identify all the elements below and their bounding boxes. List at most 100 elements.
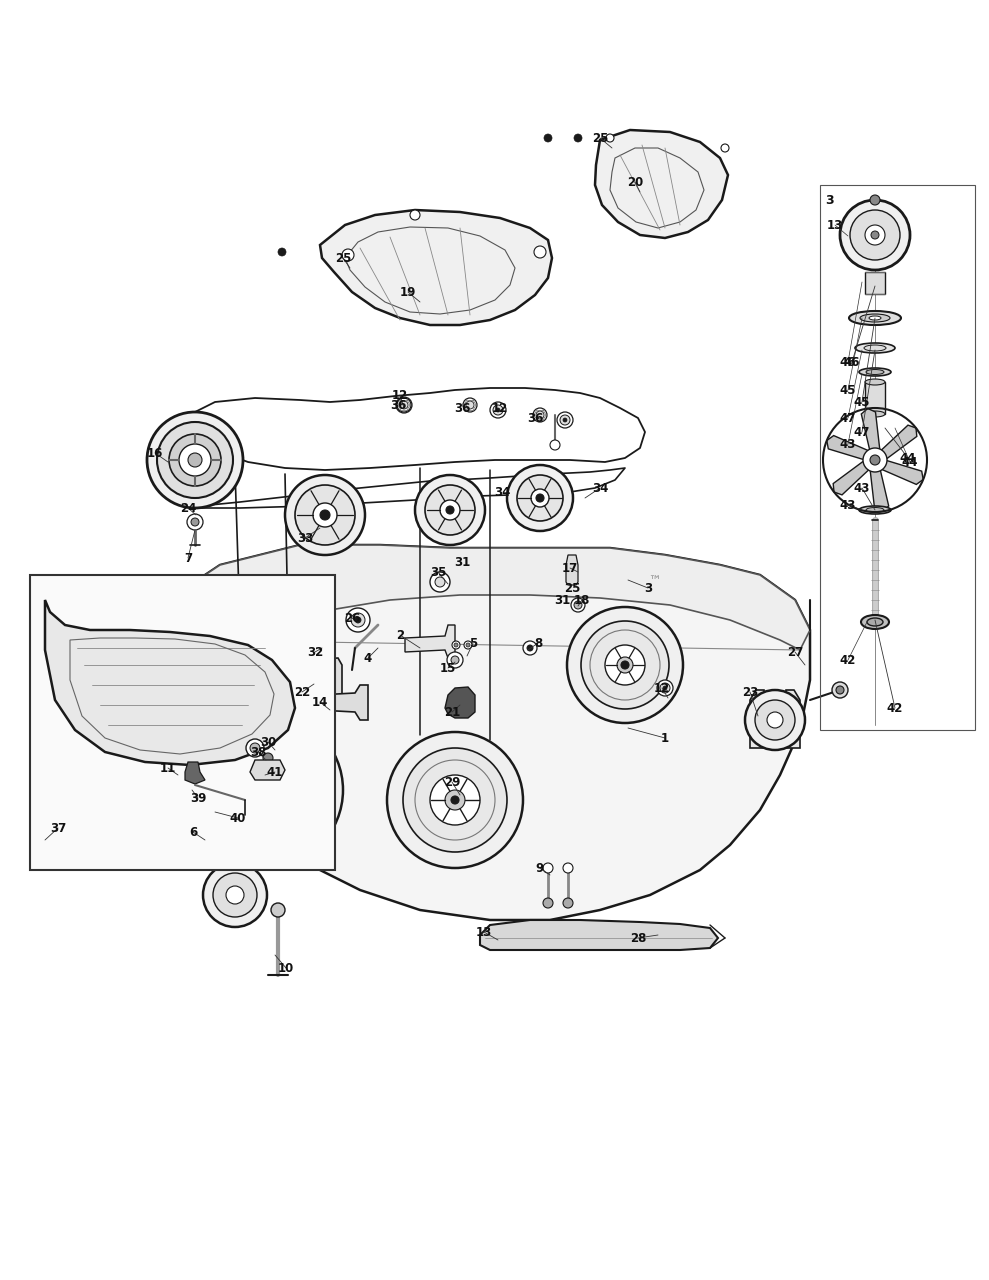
- Text: 26: 26: [344, 612, 360, 625]
- Text: 3: 3: [644, 581, 652, 594]
- Circle shape: [260, 785, 270, 795]
- Circle shape: [197, 835, 203, 841]
- Circle shape: [193, 831, 207, 845]
- Polygon shape: [185, 762, 205, 783]
- Polygon shape: [870, 468, 889, 512]
- Ellipse shape: [866, 370, 884, 375]
- Text: 47: 47: [854, 425, 870, 439]
- Text: 34: 34: [591, 481, 608, 494]
- Ellipse shape: [860, 314, 890, 323]
- Text: 12: 12: [492, 402, 508, 415]
- Circle shape: [563, 419, 567, 422]
- Polygon shape: [833, 460, 870, 495]
- Circle shape: [863, 448, 887, 472]
- Circle shape: [544, 134, 552, 142]
- Circle shape: [169, 434, 221, 486]
- Circle shape: [187, 515, 203, 530]
- Text: 43: 43: [840, 498, 856, 512]
- Circle shape: [403, 748, 507, 852]
- Text: 1: 1: [661, 731, 670, 745]
- Text: 25: 25: [335, 251, 351, 265]
- Polygon shape: [595, 131, 728, 238]
- Circle shape: [871, 230, 879, 239]
- Text: Partstree: Partstree: [282, 581, 706, 659]
- Text: 31: 31: [554, 594, 570, 607]
- Circle shape: [301, 626, 329, 654]
- Circle shape: [464, 641, 472, 649]
- Text: 43: 43: [854, 481, 870, 494]
- Circle shape: [250, 742, 260, 753]
- Circle shape: [721, 145, 729, 152]
- Text: 13: 13: [827, 219, 844, 232]
- Bar: [30, 575, 335, 870]
- Polygon shape: [566, 556, 578, 585]
- Polygon shape: [250, 760, 285, 780]
- Polygon shape: [318, 685, 368, 719]
- Circle shape: [203, 863, 267, 927]
- Circle shape: [312, 637, 318, 643]
- Circle shape: [563, 863, 573, 873]
- Circle shape: [226, 886, 244, 904]
- Ellipse shape: [861, 614, 889, 628]
- Circle shape: [295, 485, 355, 545]
- Ellipse shape: [866, 507, 884, 512]
- Circle shape: [346, 608, 370, 632]
- Circle shape: [870, 195, 880, 205]
- Circle shape: [745, 690, 805, 750]
- Text: 40: 40: [229, 812, 246, 824]
- Text: 12: 12: [392, 389, 408, 402]
- Text: 29: 29: [444, 776, 460, 788]
- Polygon shape: [175, 545, 810, 920]
- Circle shape: [435, 577, 445, 588]
- Text: 25: 25: [591, 132, 608, 145]
- Circle shape: [430, 572, 450, 591]
- Text: 6: 6: [189, 826, 197, 838]
- Ellipse shape: [859, 506, 891, 515]
- Circle shape: [396, 397, 412, 413]
- Bar: [865, 381, 885, 413]
- Circle shape: [836, 686, 844, 694]
- Circle shape: [285, 475, 365, 556]
- Text: 39: 39: [190, 791, 206, 805]
- Circle shape: [606, 134, 614, 142]
- Circle shape: [179, 444, 211, 476]
- Circle shape: [430, 774, 480, 826]
- Circle shape: [574, 134, 582, 142]
- Polygon shape: [880, 460, 923, 484]
- Circle shape: [451, 796, 459, 804]
- Ellipse shape: [869, 316, 881, 320]
- Circle shape: [567, 607, 683, 723]
- Text: 42: 42: [840, 654, 856, 667]
- Ellipse shape: [867, 618, 883, 626]
- Circle shape: [466, 643, 470, 646]
- Text: 36: 36: [454, 402, 470, 415]
- Text: 11: 11: [160, 762, 176, 774]
- Circle shape: [621, 660, 629, 669]
- Text: 9: 9: [536, 861, 544, 874]
- Text: 38: 38: [250, 745, 266, 759]
- Circle shape: [351, 613, 365, 627]
- Circle shape: [452, 641, 460, 649]
- Circle shape: [205, 730, 325, 850]
- Text: 14: 14: [312, 695, 328, 709]
- Circle shape: [320, 509, 330, 520]
- Circle shape: [550, 440, 560, 451]
- Circle shape: [755, 700, 795, 740]
- Bar: [820, 186, 975, 730]
- Text: 31: 31: [454, 556, 470, 568]
- Circle shape: [451, 657, 459, 664]
- Circle shape: [397, 398, 411, 412]
- Text: 41: 41: [267, 765, 283, 778]
- Circle shape: [147, 412, 243, 508]
- Text: 21: 21: [444, 705, 460, 718]
- Circle shape: [387, 732, 523, 868]
- Circle shape: [355, 617, 361, 623]
- Circle shape: [425, 485, 475, 535]
- Polygon shape: [295, 658, 342, 700]
- Circle shape: [534, 246, 546, 259]
- Bar: [865, 273, 885, 294]
- Polygon shape: [750, 690, 800, 748]
- Circle shape: [496, 408, 500, 412]
- Circle shape: [581, 621, 669, 709]
- Text: 33: 33: [297, 531, 314, 544]
